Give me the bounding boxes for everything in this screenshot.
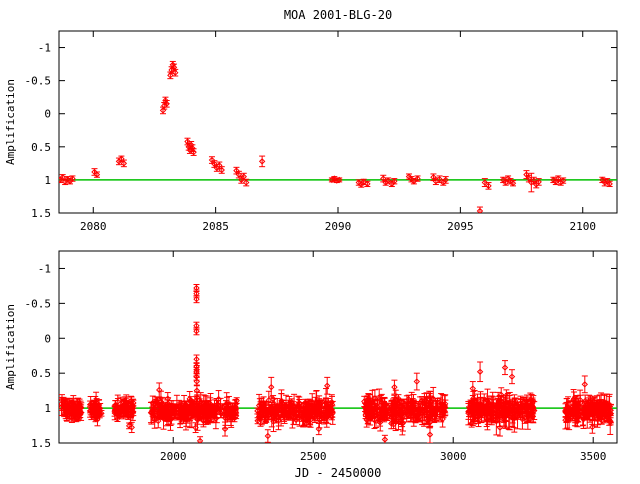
y-tick-label: -0.5 (25, 297, 52, 310)
bottom-panel: 2000 2500 3000 3500 -1 -0.5 0 0.5 1 1.5 (25, 250, 618, 463)
y-tick-label: 1.5 (31, 437, 51, 450)
data-points (59, 60, 613, 213)
x-tick-label: 3000 (440, 450, 467, 463)
panel-frame (58, 250, 618, 444)
y-axis-label-top: Amplification (4, 79, 17, 165)
y-tick-label: 1 (44, 174, 51, 187)
x-tick-label: 2080 (80, 220, 107, 233)
y-tick-label: -0.5 (25, 75, 52, 88)
y-tick-label: 0 (44, 108, 51, 121)
x-tick-label: 2090 (325, 220, 352, 233)
y-tick-label: 0.5 (31, 367, 51, 380)
y-tick-label: 0 (44, 332, 51, 345)
chart-title: MOA 2001-BLG-20 (284, 8, 392, 22)
x-tick-label: 2100 (569, 220, 596, 233)
plot-panels: 2080 2085 2090 2095 2100 -1 -0.5 0 0.5 1 1.5 2000 25… (25, 30, 618, 463)
y-tick-label: -1 (38, 42, 51, 55)
x-tick-label: 2500 (300, 450, 327, 463)
x-tick-label: 3500 (580, 450, 607, 463)
x-tick-label: 2000 (160, 450, 187, 463)
panel-frame (58, 30, 618, 214)
top-panel: 2080 2085 2090 2095 2100 -1 -0.5 0 0.5 1 1.5 (25, 30, 618, 233)
data-points (59, 284, 615, 443)
y-tick-label: 1.5 (31, 207, 51, 220)
x-tick-label: 2095 (447, 220, 474, 233)
y-tick-label: -1 (38, 262, 51, 275)
y-axis-label-bottom: Amplification (4, 304, 17, 390)
y-tick-label: 0.5 (31, 141, 51, 154)
x-tick-label: 2085 (202, 220, 229, 233)
x-axis-label: JD - 2450000 (295, 466, 382, 480)
y-tick-label: 1 (44, 402, 51, 415)
